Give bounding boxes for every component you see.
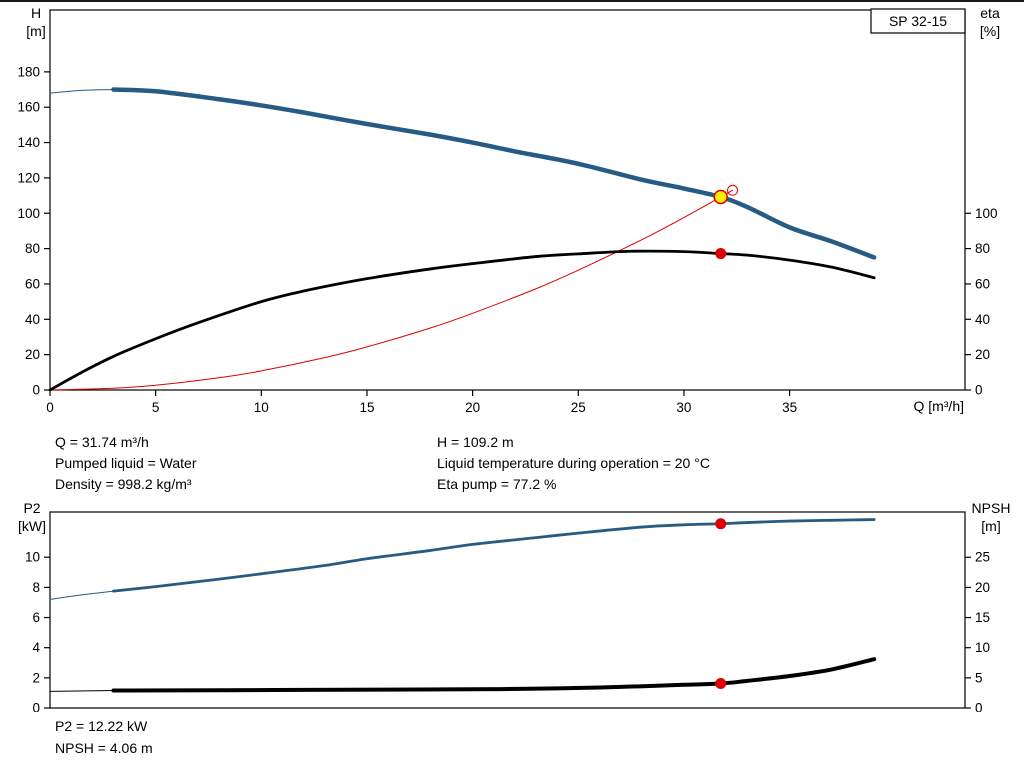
y-left-tick-label: 160 [17,100,40,115]
x-tick-label: 10 [254,400,269,415]
y-left-tick-label: 180 [17,64,40,79]
qh-eta-chart: 0 20 40 60 80 100 120 140 160 180 0 20 40 60 80 100 0 5 10… [17,8,998,415]
h-axis-unit: [m] [26,23,46,39]
pumped-liquid: Pumped liquid = Water [55,455,197,471]
system-end-ring [727,184,739,196]
x-tick-label: 35 [782,400,797,415]
p2-curve-lead [49,590,114,600]
npsh-curve [111,657,877,693]
y-left-tick-label: 20 [25,347,40,362]
duty-info-col2: H = 109.2 m Liquid temperature during op… [437,432,710,495]
eta-axis-unit: [%] [979,23,1001,39]
plot-border [49,9,966,391]
x-tick-label: 0 [46,400,54,415]
npsh-curve-lead [49,690,114,692]
pump-type-label: SP 32-15 [889,13,947,29]
head-curve [111,87,877,260]
y-right-tick-label: 0 [975,383,983,398]
npsh-axis-unit: [m] [981,518,1001,534]
y-right-tick-label: 80 [975,241,990,256]
x-tick-label: 15 [359,400,374,415]
y-right-tick-label: 15 [975,610,990,625]
q-value: Q = 31.74 m³/h [55,434,149,450]
y-right-tick-label: 5 [975,670,983,685]
y-left-tick-label: 0 [32,383,40,398]
npsh-value: NPSH = 4.06 m [55,740,153,756]
npsh-point [715,678,727,690]
duty-point[interactable] [713,189,728,205]
y-left-tick-label: 6 [32,610,40,625]
p2-curve [111,518,876,593]
y-left-tick-label: 40 [25,312,40,327]
y-right-tick-label: 20 [975,347,990,362]
y-left-tick-label: 10 [25,550,40,565]
x-tick-label: 25 [571,400,586,415]
eta-point [715,248,727,260]
npsh-axis-label: NPSH [m] [960,499,1022,535]
system-curve [49,189,734,391]
p2-npsh-chart: 0 2 4 6 8 10 0 5 10 15 20 25 [25,511,990,713]
pump-type-box [870,8,966,34]
y-left-tick-label: 8 [32,580,40,595]
density: Density = 998.2 kg/m³ [55,476,192,492]
p2-value: P2 = 12.22 kW [55,718,148,734]
eta-axis-label: eta [%] [962,4,1018,40]
eta-curve [48,249,876,392]
p2-point [715,518,727,530]
x-tick-label: 20 [465,400,480,415]
npsh-axis-name: NPSH [971,500,1011,516]
y-left-tick-label: 2 [32,670,40,685]
y-left-tick-label: 0 [32,701,40,713]
h-axis-name: H [30,5,42,21]
h-value: H = 109.2 m [437,434,514,450]
duty-info-col1: Q = 31.74 m³/h Pumped liquid = Water Den… [55,432,197,495]
eta-axis-name: eta [980,5,1000,21]
x-tick-label: 5 [152,400,160,415]
h-axis-label: H [m] [8,4,64,40]
y-left-tick-label: 100 [17,206,40,221]
p2-axis-unit: [kW] [18,518,46,534]
liquid-temperature: Liquid temperature during operation = 20… [437,455,710,471]
y-right-tick-label: 10 [975,640,990,655]
eta-pump: Eta pump = 77.2 % [437,476,557,492]
y-left-tick-label: 4 [32,640,40,655]
q-axis-label: Q [m³/h] [913,398,964,414]
p2-axis-name: P2 [23,500,41,516]
head-curve-lead [49,89,114,94]
y-right-tick-label: 20 [975,580,990,595]
y-right-tick-label: 60 [975,276,990,291]
y-right-tick-label: 25 [975,550,990,565]
y-right-tick-label: 40 [975,312,990,327]
y-right-tick-label: 100 [975,206,998,221]
y-left-tick-label: 80 [25,241,40,256]
power-npsh-info: P2 = 12.22 kW NPSH = 4.06 m [55,715,153,759]
x-tick-label: 30 [676,400,691,415]
y-right-tick-label: 0 [975,701,983,713]
p2-axis-label: P2 [kW] [4,499,60,535]
plot-border [49,511,966,709]
y-left-tick-label: 140 [17,135,40,150]
y-left-tick-label: 120 [17,170,40,185]
y-left-tick-label: 60 [25,276,40,291]
